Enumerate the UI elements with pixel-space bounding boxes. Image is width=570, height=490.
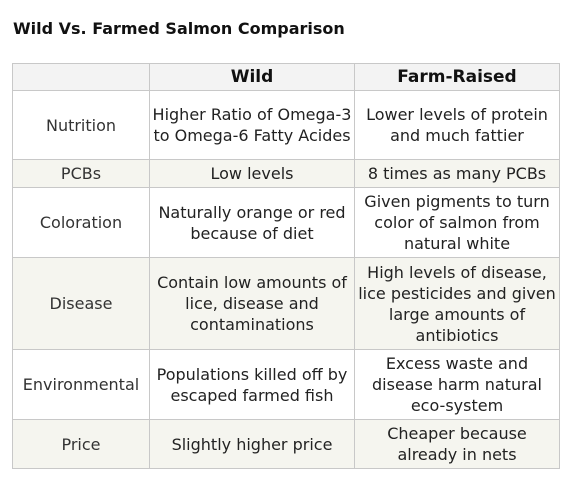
table-row: Coloration Naturally orange or red becau… [12,187,560,258]
wild-cell: Contain low amounts of lice, disease and… [149,257,355,350]
farm-cell: Excess waste and disease harm natural ec… [354,349,560,420]
table-row: PCBs Low levels 8 times as many PCBs [12,159,560,188]
comparison-table: Wild Farm-Raised Nutrition Higher Ratio … [12,63,560,469]
page-title: Wild Vs. Farmed Salmon Comparison [13,19,345,38]
row-label: Environmental [12,349,150,420]
wild-cell: Naturally orange or red because of diet [149,187,355,258]
farm-cell: Lower levels of protein and much fattier [354,90,560,160]
header-farm-raised: Farm-Raised [354,63,560,91]
farm-cell: High levels of disease, lice pesticides … [354,257,560,350]
farm-cell: Given pigments to turn color of salmon f… [354,187,560,258]
row-label: Price [12,419,150,469]
table-header-row: Wild Farm-Raised [12,63,560,91]
table-row: Nutrition Higher Ratio of Omega-3 to Ome… [12,90,560,160]
table-row: Environmental Populations killed off by … [12,349,560,420]
header-wild: Wild [149,63,355,91]
table-row: Price Slightly higher price Cheaper beca… [12,419,560,469]
row-label: Coloration [12,187,150,258]
wild-cell: Populations killed off by escaped farmed… [149,349,355,420]
table-row: Disease Contain low amounts of lice, dis… [12,257,560,350]
row-label: PCBs [12,159,150,188]
wild-cell: Slightly higher price [149,419,355,469]
farm-cell: Cheaper because already in nets [354,419,560,469]
row-label: Nutrition [12,90,150,160]
wild-cell: Higher Ratio of Omega-3 to Omega-6 Fatty… [149,90,355,160]
wild-cell: Low levels [149,159,355,188]
farm-cell: 8 times as many PCBs [354,159,560,188]
row-label: Disease [12,257,150,350]
header-empty [12,63,150,91]
